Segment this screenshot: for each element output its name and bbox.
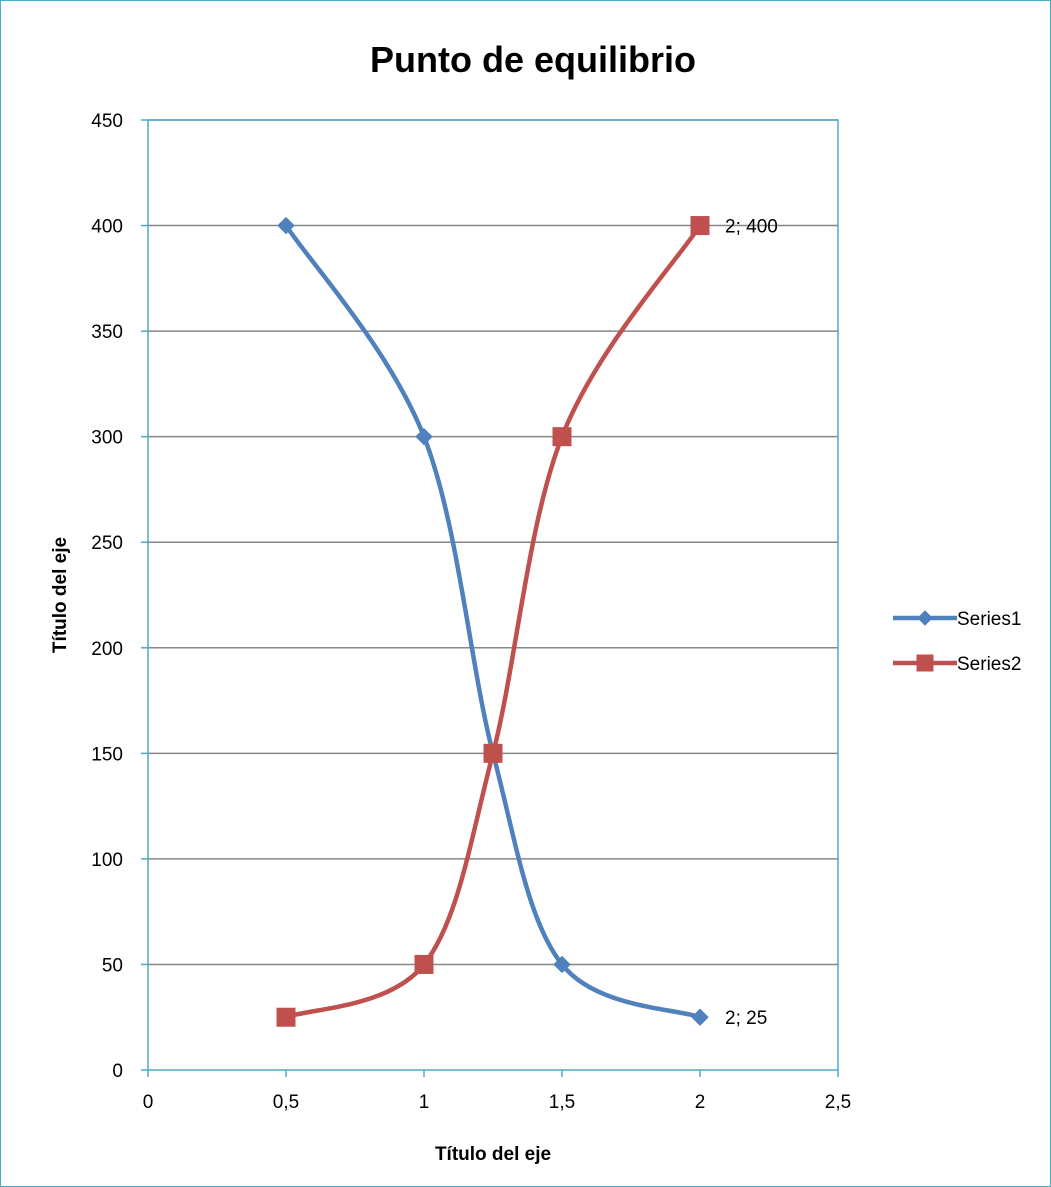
data-point-marker xyxy=(483,743,503,763)
data-point-marker xyxy=(415,427,433,446)
y-tick-label: 250 xyxy=(91,533,123,554)
x-tick-label: 2,5 xyxy=(825,1092,851,1113)
data-point-marker xyxy=(553,955,571,974)
x-tick-label: 0,5 xyxy=(273,1092,299,1113)
x-axis-title: Título del eje xyxy=(435,1144,551,1165)
legend-marker xyxy=(917,610,933,626)
series-line xyxy=(284,224,701,1020)
y-tick-label: 400 xyxy=(91,217,123,238)
legend-item-1: Series1 xyxy=(893,609,1021,630)
data-point-marker xyxy=(691,1008,709,1026)
legend-label: Series1 xyxy=(957,609,1021,630)
legend-label: Series2 xyxy=(957,654,1021,675)
x-tick-label: 2 xyxy=(695,1092,706,1113)
y-tick-label: 300 xyxy=(91,428,123,449)
gridlines xyxy=(148,119,838,966)
series-line xyxy=(285,224,702,1020)
series-layer: 2; 25 2; 400 xyxy=(276,216,778,1029)
plot-area-border xyxy=(147,119,839,1071)
y-tick-label: 150 xyxy=(91,744,123,765)
series-1: 2; 25 xyxy=(277,216,767,1029)
data-label: 2; 400 xyxy=(725,217,778,238)
y-tick-label: 450 xyxy=(91,111,123,132)
y-axis-ticks: 0 50 100 150 200 250 300 350 400 450 xyxy=(91,111,148,1082)
data-label: 2; 25 xyxy=(725,1008,767,1029)
data-point-marker xyxy=(552,427,572,447)
data-point-marker xyxy=(414,954,434,974)
y-tick-label: 200 xyxy=(91,639,123,660)
data-point-marker xyxy=(690,216,710,236)
x-axis-ticks: 0 0,5 1 1,5 2 2,5 xyxy=(143,1070,851,1113)
x-tick-label: 0 xyxy=(143,1092,154,1113)
legend-marker xyxy=(916,654,934,672)
x-tick-label: 1,5 xyxy=(549,1092,575,1113)
data-point-marker xyxy=(277,216,295,235)
x-tick-label: 1 xyxy=(419,1092,430,1113)
legend-item-2: Series2 xyxy=(893,654,1021,675)
legend: Series1 Series2 xyxy=(893,609,1021,675)
data-point-marker xyxy=(276,1007,296,1027)
y-tick-label: 0 xyxy=(112,1061,123,1082)
y-tick-label: 100 xyxy=(91,850,123,871)
chart-title: Punto de equilibrio xyxy=(370,39,696,80)
y-axis-title: Título del eje xyxy=(50,537,71,653)
y-tick-label: 50 xyxy=(102,955,123,976)
series-2: 2; 400 xyxy=(276,216,778,1027)
y-tick-label: 350 xyxy=(91,322,123,343)
